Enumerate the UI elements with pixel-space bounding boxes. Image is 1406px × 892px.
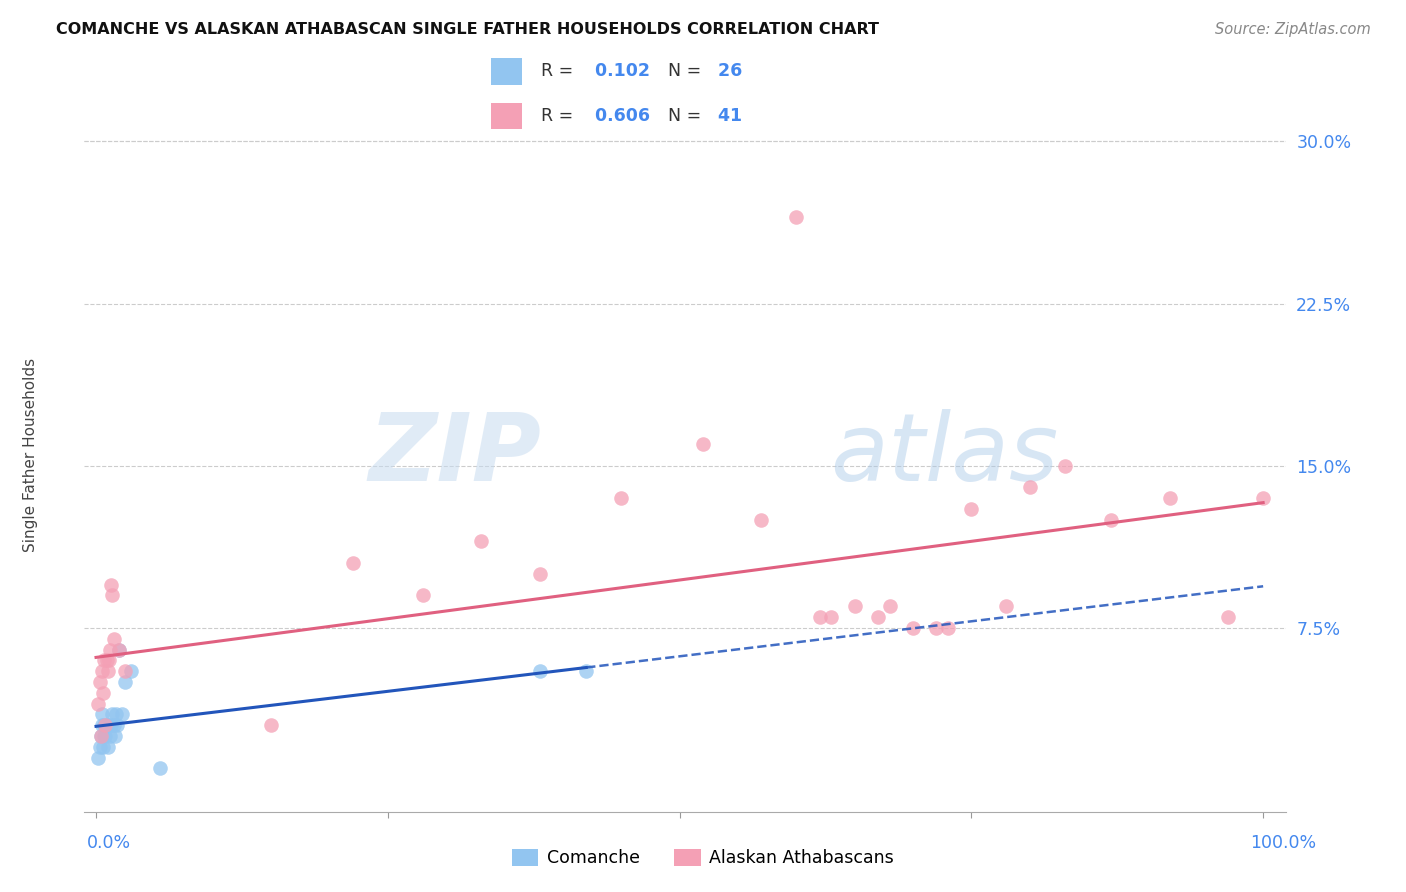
Point [93,718,115,732]
Point [94,729,117,743]
Point [90,729,112,743]
Point [91,739,114,754]
Text: 0.0%: 0.0% [87,834,131,852]
Text: Source: ZipAtlas.com: Source: ZipAtlas.com [1215,22,1371,37]
Point [103,718,125,732]
Point [108,642,131,657]
Point [90,718,112,732]
Point [114,675,136,690]
Point [97,664,120,678]
Point [96,718,118,732]
Point [1099,513,1122,527]
Text: R =: R = [541,107,574,125]
Point [90,664,112,678]
Point [844,599,866,614]
Text: 0.102: 0.102 [589,62,650,80]
Point [90,707,112,722]
Point [97,653,120,667]
Point [342,556,364,570]
Point [91,686,114,700]
Text: N =: N = [668,107,702,125]
FancyBboxPatch shape [491,103,523,129]
Text: 0.606: 0.606 [589,107,650,125]
Point [97,739,120,754]
Point [749,513,772,527]
Point [610,491,633,505]
Legend: Comanche, Alaskan Athabascans: Comanche, Alaskan Athabascans [505,842,901,874]
FancyBboxPatch shape [491,58,523,85]
Point [100,718,122,732]
Point [111,707,134,722]
Point [470,534,492,549]
Point [94,718,117,732]
Text: 100.0%: 100.0% [1250,834,1316,852]
Point [101,707,124,722]
Point [1159,491,1181,505]
Text: COMANCHE VS ALASKAN ATHABASCAN SINGLE FATHER HOUSEHOLDS CORRELATION CHART: COMANCHE VS ALASKAN ATHABASCAN SINGLE FA… [56,22,879,37]
Point [575,664,598,678]
Point [866,610,889,624]
Point [260,718,283,732]
Point [925,621,948,635]
Point [93,653,115,667]
Point [105,718,128,732]
Point [100,577,122,591]
Point [104,707,127,722]
Point [529,566,551,581]
Point [820,610,842,624]
Point [114,664,136,678]
Point [808,610,831,624]
Text: 41: 41 [713,107,742,125]
Point [97,718,120,732]
Text: ZIP: ZIP [368,409,541,501]
Point [93,729,115,743]
Point [96,653,118,667]
Point [104,729,127,743]
Point [120,664,142,678]
Point [995,599,1018,614]
Point [101,589,124,603]
Point [529,664,551,678]
Point [90,729,112,743]
Text: Single Father Households: Single Father Households [22,358,38,552]
Point [936,621,959,635]
Point [89,675,111,690]
Point [1018,480,1040,494]
Point [785,210,807,224]
Point [1053,458,1076,473]
Point [87,697,110,711]
Point [87,750,110,764]
Point [1216,610,1239,624]
Point [901,621,924,635]
Point [149,762,172,776]
Point [692,437,714,451]
Point [412,589,434,603]
Text: N =: N = [668,62,702,80]
Point [960,502,983,516]
Text: R =: R = [541,62,574,80]
Point [1251,491,1274,505]
Text: atlas: atlas [830,409,1057,500]
Point [103,632,125,646]
Point [98,729,121,743]
Point [89,739,111,754]
Point [879,599,901,614]
Point [98,642,121,657]
Text: 26: 26 [713,62,742,80]
Point [108,642,131,657]
